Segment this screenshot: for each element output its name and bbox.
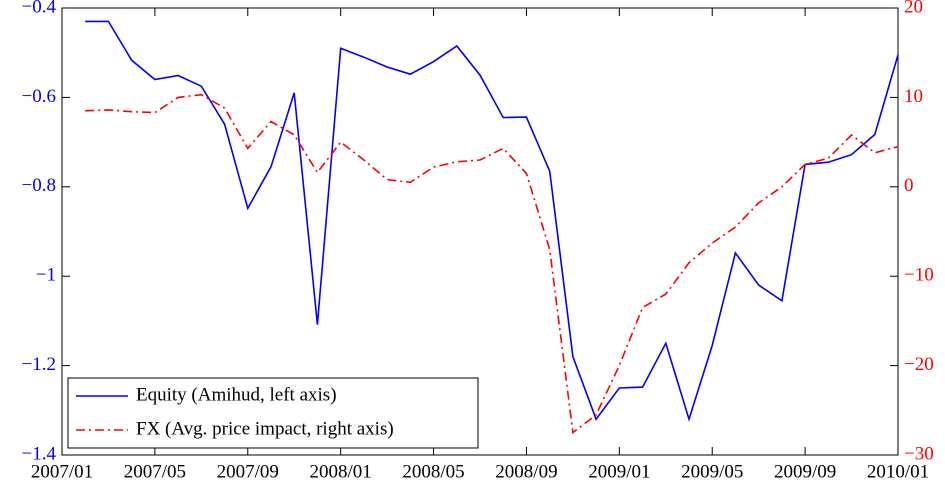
x-tick-label: 2007/01 — [31, 461, 93, 482]
y-tick-label: −0.8 — [22, 175, 56, 196]
legend-label: Equity (Amihud, left axis) — [136, 384, 337, 405]
y-tick-label: −1 — [36, 265, 56, 286]
x-tick-label: 2007/09 — [217, 461, 279, 482]
x-tick-label: 2007/05 — [124, 461, 186, 482]
y2-tick-label: 10 — [904, 86, 923, 107]
x-tick-label: 2010/01 — [867, 461, 929, 482]
x-tick-label: 2008/09 — [495, 461, 557, 482]
y-tick-label: −0.4 — [22, 0, 57, 17]
legend-box — [67, 377, 479, 449]
y2-tick-label: −30 — [904, 443, 934, 464]
x-tick-label: 2009/01 — [588, 461, 650, 482]
y-tick-label: −0.6 — [22, 86, 56, 107]
series-line — [85, 20, 899, 422]
legend-label: FX (Avg. price impact, right axis) — [136, 418, 394, 439]
x-tick-label: 2008/01 — [310, 461, 372, 482]
y2-tick-label: −20 — [904, 354, 934, 375]
x-tick-label: 2009/05 — [681, 461, 743, 482]
x-tick-label: 2009/09 — [774, 461, 836, 482]
y2-tick-label: 0 — [904, 175, 914, 196]
y2-tick-label: −10 — [904, 265, 934, 286]
y-tick-label: −1.2 — [22, 354, 56, 375]
y2-tick-label: 20 — [904, 0, 923, 17]
y-tick-label: −1.4 — [22, 443, 57, 464]
x-tick-label: 2008/05 — [402, 461, 464, 482]
